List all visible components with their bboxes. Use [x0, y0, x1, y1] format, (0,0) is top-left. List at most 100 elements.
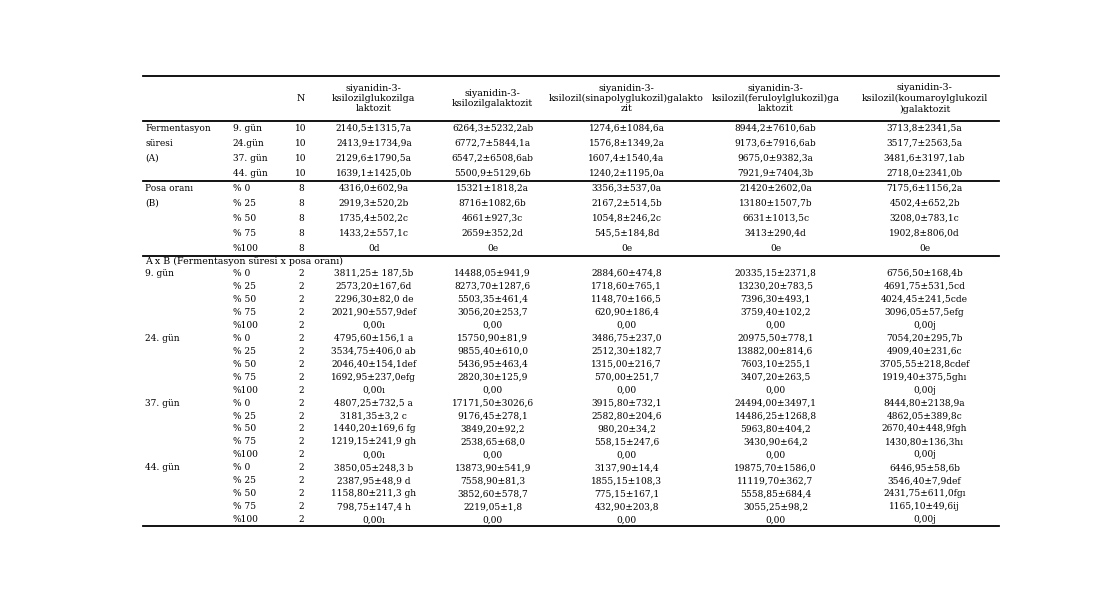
Text: 1054,8±246,2c: 1054,8±246,2c: [592, 214, 662, 223]
Text: 13882,00±814,6: 13882,00±814,6: [737, 346, 814, 356]
Text: 20335,15±2371,8: 20335,15±2371,8: [735, 268, 816, 277]
Text: 3096,05±57,5efg: 3096,05±57,5efg: [885, 308, 964, 317]
Text: %100: %100: [232, 450, 259, 459]
Text: 1165,10±49,6ij: 1165,10±49,6ij: [890, 503, 960, 511]
Text: 2: 2: [298, 503, 304, 511]
Text: 8: 8: [298, 244, 304, 252]
Text: 4661±927,3c: 4661±927,3c: [463, 214, 524, 223]
Text: %100: %100: [232, 321, 259, 330]
Text: % 25: % 25: [232, 282, 256, 290]
Text: 0,00: 0,00: [616, 450, 637, 459]
Text: % 50: % 50: [232, 359, 256, 368]
Text: siyanidin-3-
ksilozilgalaktozit: siyanidin-3- ksilozilgalaktozit: [453, 89, 534, 108]
Text: 6446,95±58,6b: 6446,95±58,6b: [890, 463, 960, 472]
Text: 11119,70±362,7: 11119,70±362,7: [737, 476, 814, 485]
Text: 9675,0±9382,3a: 9675,0±9382,3a: [737, 154, 814, 163]
Text: A x B (Fermentasyon süresi x posa oranı): A x B (Fermentasyon süresi x posa oranı): [145, 257, 342, 266]
Text: 1158,80±211,3 gh: 1158,80±211,3 gh: [331, 489, 416, 498]
Text: % 75: % 75: [232, 503, 256, 511]
Text: süresi: süresi: [145, 139, 172, 148]
Text: 545,5±184,8d: 545,5±184,8d: [594, 229, 659, 238]
Text: 3759,40±102,2: 3759,40±102,2: [741, 308, 811, 317]
Text: 19875,70±1586,0: 19875,70±1586,0: [734, 463, 817, 472]
Text: 37. gün: 37. gün: [145, 399, 180, 407]
Text: % 0: % 0: [232, 463, 250, 472]
Text: 8: 8: [298, 184, 304, 193]
Text: 0,00ı: 0,00ı: [363, 321, 386, 330]
Text: 1735,4±502,2c: 1735,4±502,2c: [339, 214, 409, 223]
Text: 7175,6±1156,2a: 7175,6±1156,2a: [886, 184, 963, 193]
Text: 1639,1±1425,0b: 1639,1±1425,0b: [336, 169, 413, 178]
Text: 15321±1818,2a: 15321±1818,2a: [456, 184, 529, 193]
Text: 14488,05±941,9: 14488,05±941,9: [455, 268, 530, 277]
Text: 3208,0±783,1c: 3208,0±783,1c: [890, 214, 960, 223]
Text: 3481,6±3197,1ab: 3481,6±3197,1ab: [884, 154, 965, 163]
Text: (A): (A): [145, 154, 159, 163]
Text: 2884,60±474,8: 2884,60±474,8: [592, 268, 662, 277]
Text: 2: 2: [298, 489, 304, 498]
Text: 15750,90±81,9: 15750,90±81,9: [457, 334, 528, 343]
Text: 0,00: 0,00: [483, 386, 503, 394]
Text: 1440,20±169,6 fg: 1440,20±169,6 fg: [332, 425, 415, 434]
Text: 3713,8±2341,5a: 3713,8±2341,5a: [886, 124, 963, 133]
Text: % 25: % 25: [232, 412, 256, 421]
Text: 2: 2: [298, 359, 304, 368]
Text: 44. gün: 44. gün: [145, 463, 180, 472]
Text: 2: 2: [298, 386, 304, 394]
Text: 0,00j: 0,00j: [913, 516, 936, 525]
Text: 3430,90±64,2: 3430,90±64,2: [743, 437, 808, 447]
Text: 10: 10: [295, 139, 307, 148]
Text: 775,15±167,1: 775,15±167,1: [594, 489, 659, 498]
Text: 1148,70±166,5: 1148,70±166,5: [592, 295, 662, 304]
Text: 0,00: 0,00: [765, 386, 786, 394]
Text: 0,00ı: 0,00ı: [363, 450, 386, 459]
Text: 3056,20±253,7: 3056,20±253,7: [457, 308, 528, 317]
Text: 2: 2: [298, 372, 304, 381]
Text: 4691,75±531,5cd: 4691,75±531,5cd: [884, 282, 965, 290]
Text: 432,90±203,8: 432,90±203,8: [594, 503, 658, 511]
Text: 6772,7±5844,1a: 6772,7±5844,1a: [455, 139, 530, 148]
Text: 3181,35±3,2 c: 3181,35±3,2 c: [340, 412, 407, 421]
Text: 8: 8: [298, 199, 304, 208]
Text: %100: %100: [232, 386, 259, 394]
Text: 0,00ı: 0,00ı: [363, 516, 386, 525]
Text: 1430,80±136,3hı: 1430,80±136,3hı: [885, 437, 964, 447]
Text: % 0: % 0: [232, 268, 250, 277]
Text: % 50: % 50: [232, 214, 256, 223]
Text: 1855,15±108,3: 1855,15±108,3: [592, 476, 662, 485]
Text: % 25: % 25: [232, 199, 256, 208]
Text: 0,00j: 0,00j: [913, 321, 936, 330]
Text: 6547,2±6508,6ab: 6547,2±6508,6ab: [451, 154, 534, 163]
Text: 1274,6±1084,6a: 1274,6±1084,6a: [588, 124, 665, 133]
Text: 3486,75±237,0: 3486,75±237,0: [592, 334, 662, 343]
Text: 2431,75±611,0fgı: 2431,75±611,0fgı: [883, 489, 966, 498]
Text: % 75: % 75: [232, 437, 256, 447]
Text: 1902,8±806,0d: 1902,8±806,0d: [890, 229, 960, 238]
Text: 3055,25±98,2: 3055,25±98,2: [743, 503, 808, 511]
Text: 14486,25±1268,8: 14486,25±1268,8: [735, 412, 816, 421]
Text: 9173,6±7916,6ab: 9173,6±7916,6ab: [735, 139, 816, 148]
Text: 2: 2: [298, 268, 304, 277]
Text: siyanidin-3-
ksilozil(sinapolyglukozil)galakto
zit: siyanidin-3- ksilozil(sinapolyglukozil)g…: [549, 84, 704, 113]
Text: 620,90±186,4: 620,90±186,4: [594, 308, 659, 317]
Text: 2: 2: [298, 295, 304, 304]
Text: 8944,2±7610,6ab: 8944,2±7610,6ab: [735, 124, 816, 133]
Text: 2: 2: [298, 476, 304, 485]
Text: 0e: 0e: [487, 244, 498, 252]
Text: 2: 2: [298, 437, 304, 447]
Text: 3407,20±263,5: 3407,20±263,5: [741, 372, 811, 381]
Text: 2129,6±1790,5a: 2129,6±1790,5a: [336, 154, 411, 163]
Text: 9176,45±278,1: 9176,45±278,1: [457, 412, 528, 421]
Text: 7921,9±7404,3b: 7921,9±7404,3b: [737, 169, 814, 178]
Text: 2512,30±182,7: 2512,30±182,7: [592, 346, 662, 356]
Text: 4502,4±652,2b: 4502,4±652,2b: [890, 199, 960, 208]
Text: Fermentasyon: Fermentasyon: [145, 124, 211, 133]
Text: 1433,2±557,1c: 1433,2±557,1c: [339, 229, 409, 238]
Text: 2: 2: [298, 346, 304, 356]
Text: 10: 10: [295, 154, 307, 163]
Text: 6756,50±168,4b: 6756,50±168,4b: [886, 268, 963, 277]
Text: 2296,30±82,0 de: 2296,30±82,0 de: [335, 295, 414, 304]
Text: 3811,25± 187,5b: 3811,25± 187,5b: [335, 268, 414, 277]
Text: 3849,20±92,2: 3849,20±92,2: [460, 425, 525, 434]
Text: 1315,00±216,7: 1315,00±216,7: [592, 359, 662, 368]
